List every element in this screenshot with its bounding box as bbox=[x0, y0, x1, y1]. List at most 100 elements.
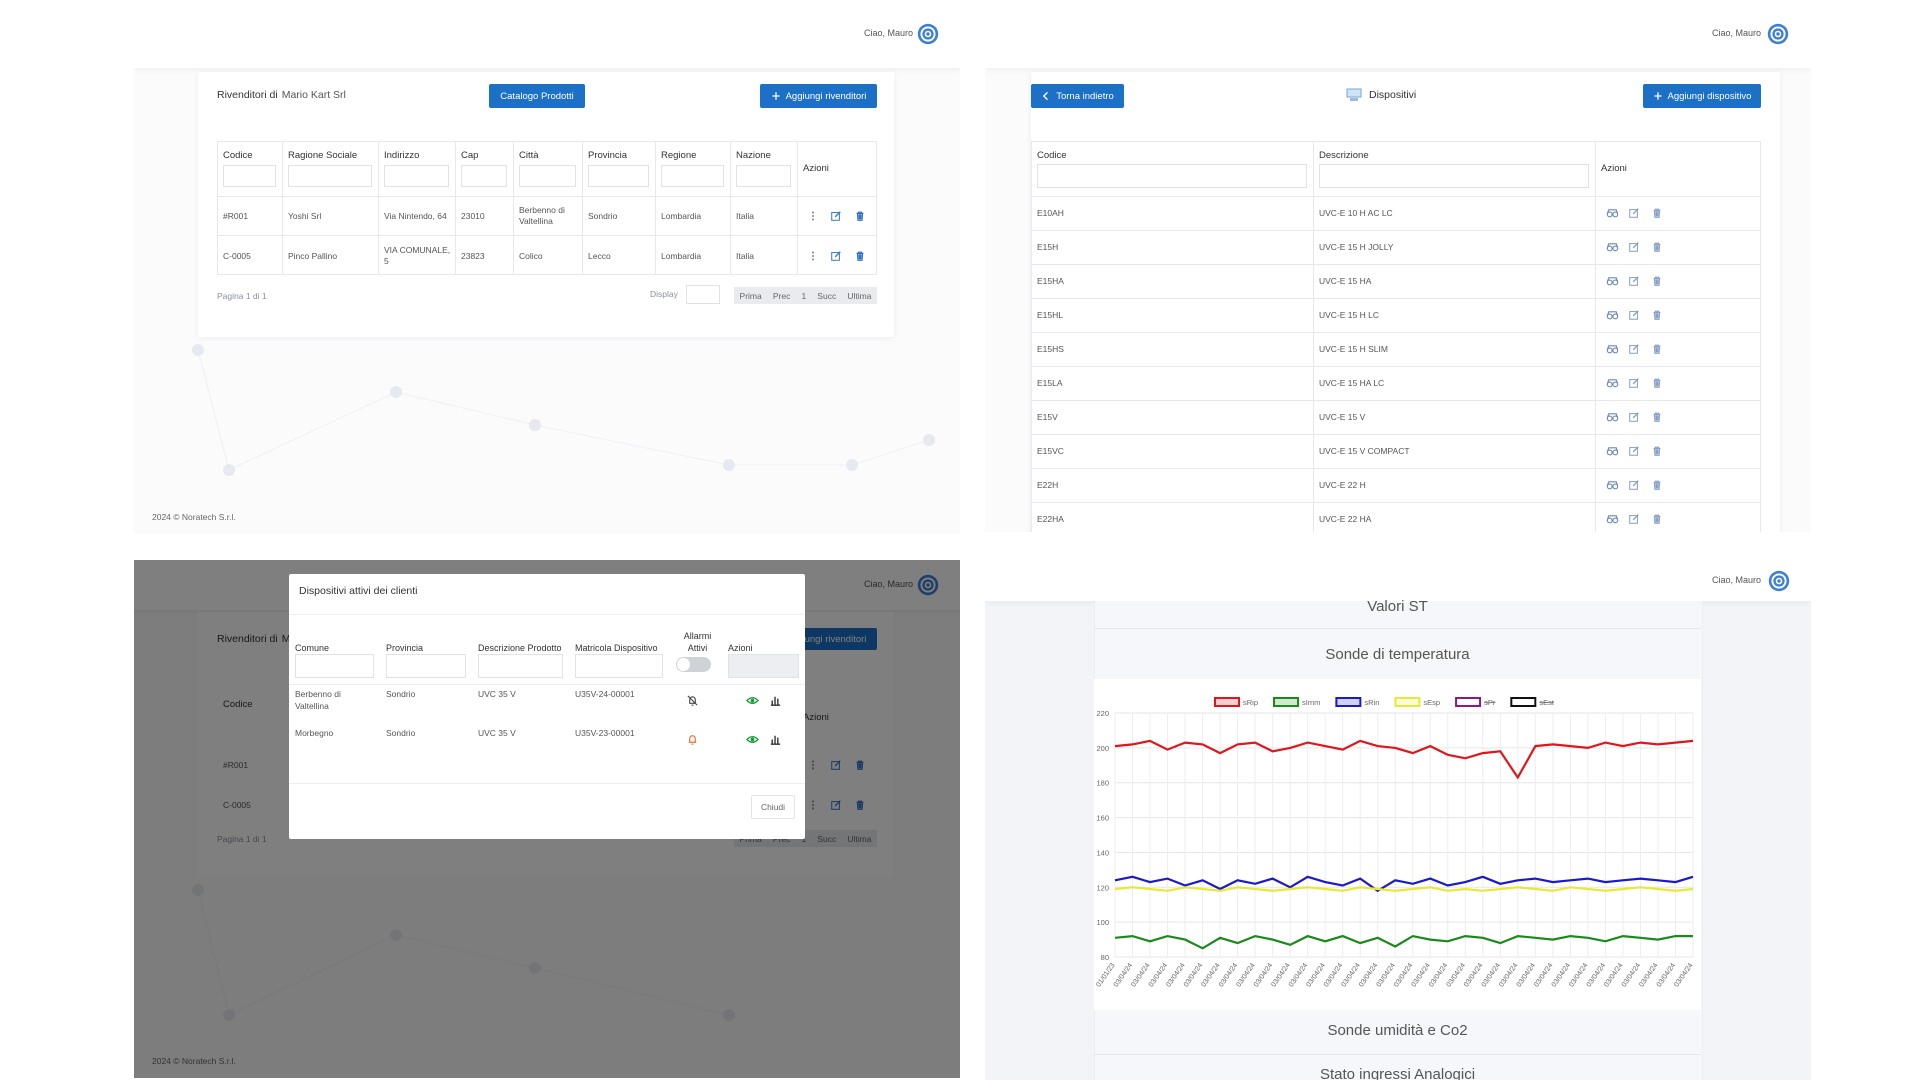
glasses-icon[interactable] bbox=[1606, 309, 1619, 322]
filter-input[interactable] bbox=[1037, 164, 1307, 188]
glasses-icon[interactable] bbox=[1606, 445, 1619, 458]
shape bbox=[1606, 346, 1613, 353]
table-cell: UVC-E 22 H bbox=[1319, 480, 1366, 490]
pattern-line bbox=[228, 391, 397, 471]
button[interactable]: Catalogo Prodotti bbox=[489, 84, 585, 108]
filter-input[interactable] bbox=[736, 165, 791, 187]
trash-icon[interactable] bbox=[1651, 343, 1663, 355]
data-line bbox=[1114, 886, 1694, 892]
data-line bbox=[1114, 875, 1694, 893]
display-select[interactable] bbox=[686, 285, 720, 304]
filter-input[interactable] bbox=[1319, 164, 1589, 188]
trash-icon[interactable] bbox=[854, 210, 866, 222]
shape bbox=[1606, 516, 1613, 523]
glasses-icon[interactable] bbox=[1606, 513, 1619, 526]
pager-item[interactable]: Succ bbox=[817, 290, 837, 301]
trash-icon[interactable] bbox=[1651, 411, 1663, 423]
column-header: Descrizione bbox=[1319, 150, 1369, 161]
filter-input[interactable] bbox=[588, 165, 649, 187]
trash-icon[interactable] bbox=[854, 250, 866, 262]
shape bbox=[1606, 514, 1618, 521]
section-title: Sonde umidità e Co2 bbox=[1327, 1022, 1468, 1039]
filter-input[interactable] bbox=[295, 654, 374, 678]
glasses-icon[interactable] bbox=[1606, 207, 1619, 220]
legend-label: sEst bbox=[1539, 698, 1555, 707]
edit-icon[interactable] bbox=[1628, 207, 1640, 219]
edit-icon[interactable] bbox=[830, 250, 842, 262]
divider bbox=[1031, 230, 1761, 231]
divider bbox=[378, 141, 379, 275]
bars-icon[interactable] bbox=[769, 733, 782, 746]
glasses-icon[interactable] bbox=[1606, 377, 1619, 390]
bars-icon[interactable] bbox=[769, 694, 782, 707]
table-cell: Lombardia bbox=[661, 210, 702, 221]
edit-icon[interactable] bbox=[1628, 445, 1640, 457]
column-header: Allarmi Attivi bbox=[683, 631, 712, 653]
toggle[interactable] bbox=[676, 657, 711, 672]
trash-icon[interactable] bbox=[1651, 377, 1663, 389]
pattern-dot bbox=[223, 464, 235, 476]
edit-icon[interactable] bbox=[830, 210, 842, 222]
shape bbox=[1611, 516, 1618, 523]
edit-icon[interactable] bbox=[1628, 411, 1640, 423]
glasses-icon[interactable] bbox=[1606, 343, 1619, 356]
column-header: Codice bbox=[1037, 150, 1067, 161]
legend-label: sImm bbox=[1302, 698, 1320, 707]
filter-input[interactable] bbox=[223, 165, 276, 187]
filter-input[interactable] bbox=[384, 165, 449, 187]
filter-input[interactable] bbox=[386, 654, 466, 678]
glasses-icon[interactable] bbox=[1606, 479, 1619, 492]
button[interactable]: Aggiungi rivenditori bbox=[760, 84, 877, 108]
dots-icon[interactable] bbox=[807, 250, 819, 262]
trash-icon[interactable] bbox=[1651, 207, 1663, 219]
edit-icon[interactable] bbox=[1628, 343, 1640, 355]
filter-input[interactable] bbox=[519, 165, 576, 187]
trash-icon[interactable] bbox=[1651, 479, 1663, 491]
column-header: Azioni bbox=[803, 163, 829, 174]
shape bbox=[1611, 346, 1618, 353]
filter-input[interactable] bbox=[461, 165, 507, 187]
shape bbox=[1655, 347, 1659, 353]
eye-icon[interactable] bbox=[745, 733, 759, 746]
shape bbox=[1606, 208, 1618, 215]
filter-input[interactable] bbox=[478, 654, 563, 678]
button[interactable]: Aggiungi dispositivo bbox=[1643, 84, 1761, 108]
trash-icon[interactable] bbox=[1651, 241, 1663, 253]
bell-icon[interactable] bbox=[686, 733, 699, 746]
pager-item[interactable]: Prima bbox=[739, 290, 762, 301]
filter-input[interactable] bbox=[661, 165, 724, 187]
belloff-icon[interactable] bbox=[686, 694, 699, 707]
trash-icon[interactable] bbox=[1651, 309, 1663, 321]
edit-icon[interactable] bbox=[1628, 513, 1640, 525]
glasses-icon[interactable] bbox=[1606, 411, 1619, 424]
shape bbox=[834, 251, 841, 258]
filter-input[interactable] bbox=[288, 165, 372, 187]
edit-icon[interactable] bbox=[1628, 241, 1640, 253]
shape bbox=[1655, 381, 1659, 387]
shape bbox=[1611, 414, 1618, 421]
filter-input[interactable] bbox=[575, 654, 663, 678]
eye-icon[interactable] bbox=[745, 694, 759, 707]
trash-icon[interactable] bbox=[1651, 513, 1663, 525]
edit-icon[interactable] bbox=[1628, 309, 1640, 321]
edit-icon[interactable] bbox=[1628, 275, 1640, 287]
shape bbox=[1629, 447, 1638, 456]
close-button[interactable]: Chiudi bbox=[751, 795, 795, 819]
glasses-icon[interactable] bbox=[1606, 275, 1619, 288]
trash-icon[interactable] bbox=[1651, 275, 1663, 287]
avatar-icon bbox=[1768, 570, 1790, 591]
pager-item[interactable]: Ultima bbox=[847, 290, 872, 301]
glasses-icon[interactable] bbox=[1606, 241, 1619, 254]
table-cell: E15LA bbox=[1037, 378, 1063, 388]
shape bbox=[688, 734, 696, 745]
button[interactable]: Torna indietro bbox=[1031, 84, 1124, 108]
dots-icon[interactable] bbox=[807, 210, 819, 222]
dot bbox=[811, 218, 815, 221]
edit-icon[interactable] bbox=[1628, 377, 1640, 389]
shape bbox=[1632, 514, 1639, 521]
edit-icon[interactable] bbox=[1628, 479, 1640, 491]
pager-item[interactable]: 1 bbox=[801, 290, 807, 301]
pager-item[interactable]: Prec bbox=[772, 290, 791, 301]
divider bbox=[730, 141, 731, 275]
trash-icon[interactable] bbox=[1651, 445, 1663, 457]
